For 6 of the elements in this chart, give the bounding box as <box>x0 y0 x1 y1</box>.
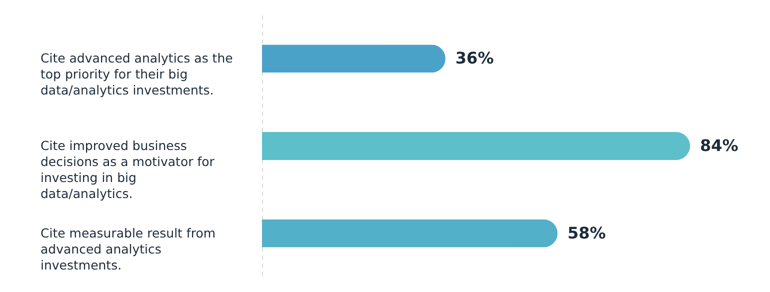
y-tick-label: Cite advanced analytics as the top priority for their big data/analytics investments. <box>40 50 234 98</box>
data-label: 58% <box>568 223 606 242</box>
y-tick-label: Cite improved business decisions as a motivator for investing in big data/analytics. <box>40 138 216 201</box>
data-label: 36% <box>455 48 494 68</box>
data-label: 84% <box>700 136 738 155</box>
y-tick-label: Cite measurable result from advanced analytics investments. <box>40 225 216 272</box>
